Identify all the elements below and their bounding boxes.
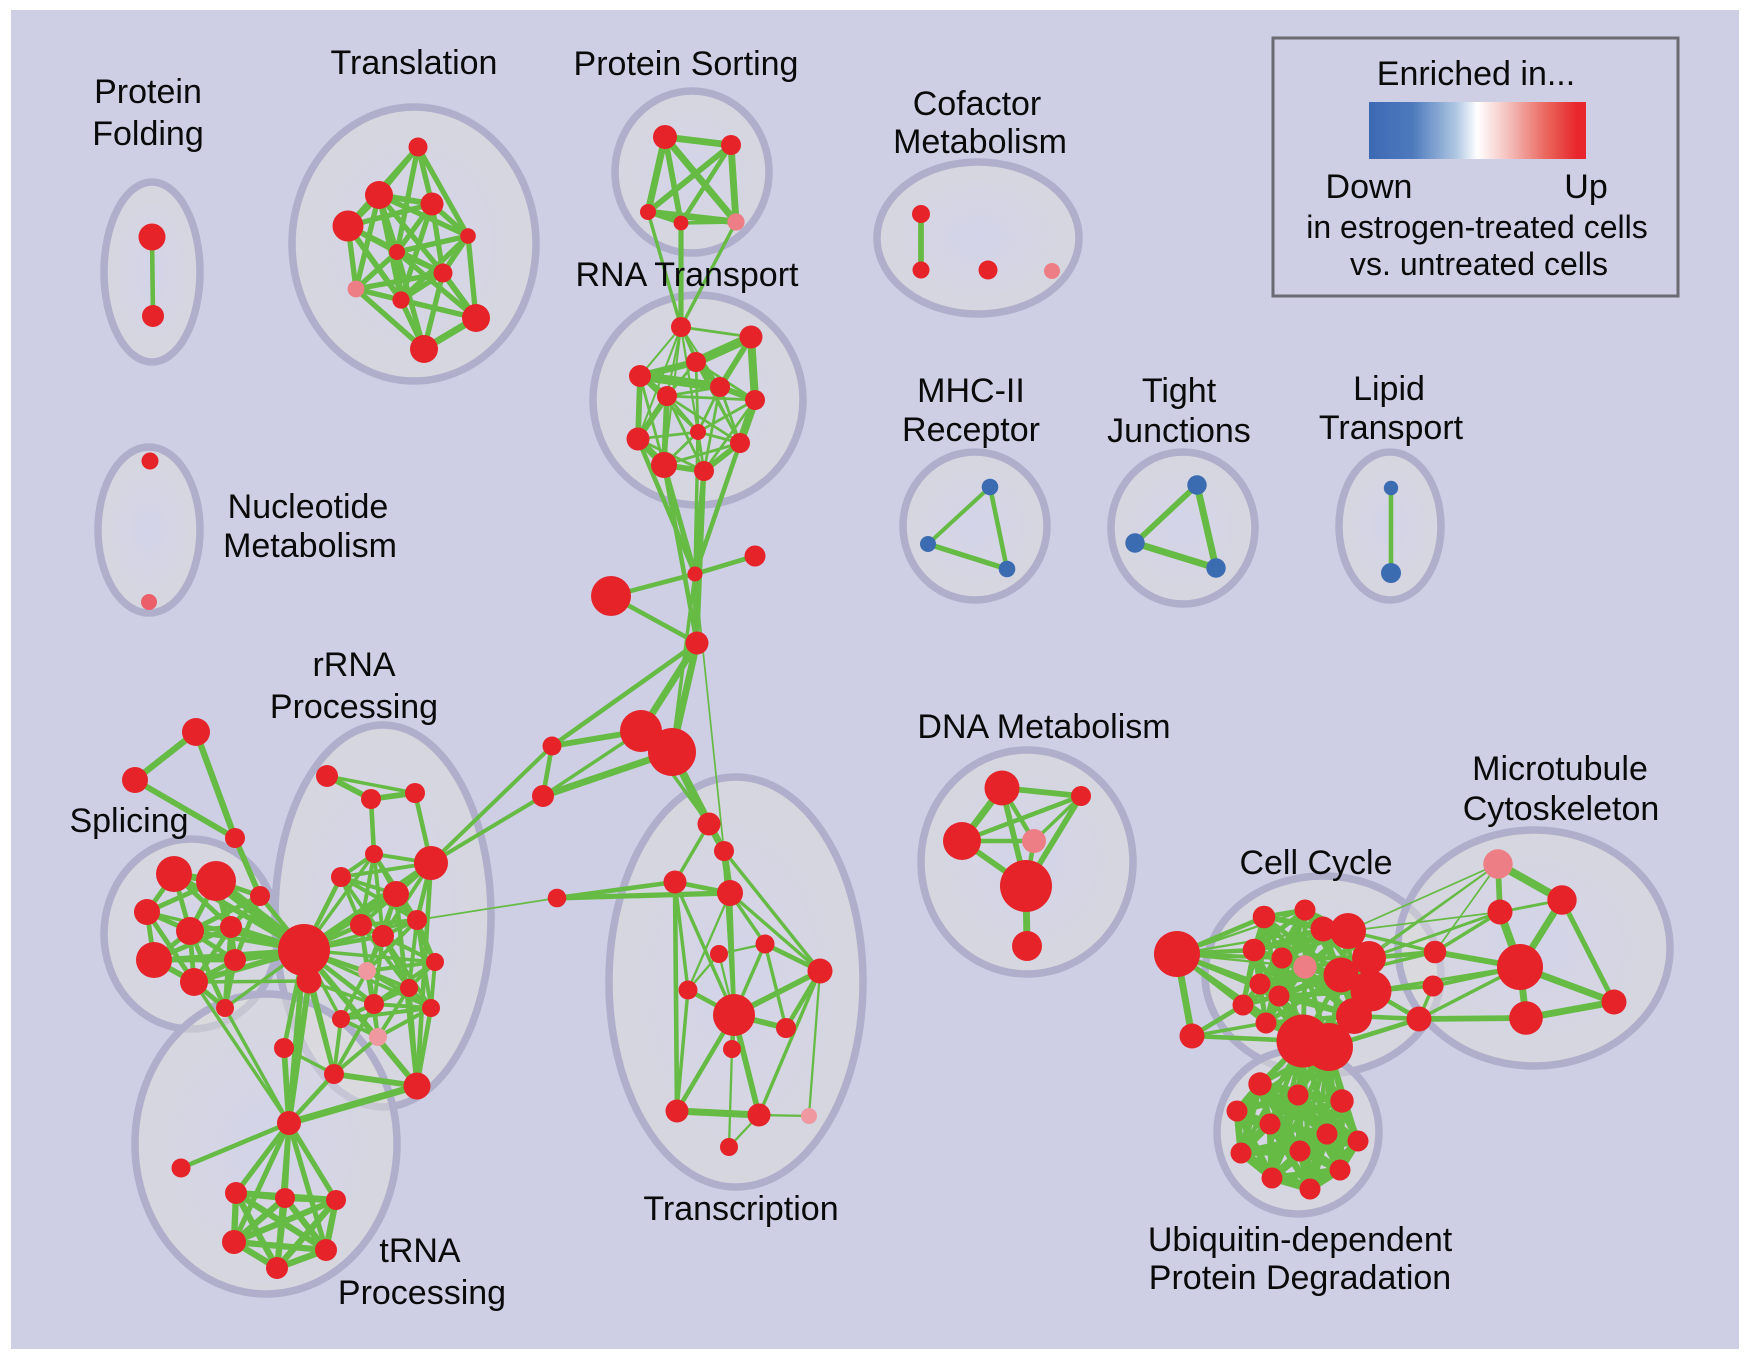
svg-text:Down: Down — [1326, 168, 1413, 206]
svg-text:Tight: Tight — [1142, 372, 1217, 410]
svg-text:Nucleotide: Nucleotide — [228, 488, 389, 526]
svg-text:Microtubule: Microtubule — [1472, 750, 1648, 788]
svg-text:Processing: Processing — [270, 688, 438, 726]
svg-text:Cofactor: Cofactor — [913, 85, 1042, 123]
svg-text:Up: Up — [1564, 168, 1607, 206]
svg-text:in estrogen-treated cells: in estrogen-treated cells — [1306, 209, 1648, 245]
svg-text:Cytoskeleton: Cytoskeleton — [1463, 790, 1660, 828]
svg-text:tRNA: tRNA — [379, 1232, 461, 1270]
svg-text:Junctions: Junctions — [1107, 412, 1251, 450]
svg-text:Ubiquitin-dependent: Ubiquitin-dependent — [1148, 1221, 1453, 1259]
svg-text:MHC-II: MHC-II — [917, 372, 1025, 410]
svg-text:DNA Metabolism: DNA Metabolism — [917, 708, 1170, 746]
svg-text:Cell Cycle: Cell Cycle — [1239, 844, 1392, 882]
svg-text:RNA Transport: RNA Transport — [576, 256, 800, 294]
svg-text:Protein: Protein — [94, 73, 202, 111]
svg-text:Metabolism: Metabolism — [893, 123, 1067, 161]
svg-text:Lipid: Lipid — [1353, 370, 1425, 408]
svg-text:Transcription: Transcription — [643, 1190, 838, 1228]
svg-text:Translation: Translation — [331, 44, 498, 82]
svg-text:vs. untreated cells: vs. untreated cells — [1350, 246, 1608, 282]
svg-text:Enriched in...: Enriched in... — [1377, 55, 1575, 93]
svg-text:Splicing: Splicing — [69, 802, 188, 840]
svg-text:Protein Sorting: Protein Sorting — [574, 45, 799, 83]
svg-text:Transport: Transport — [1319, 409, 1464, 447]
svg-text:Metabolism: Metabolism — [223, 527, 397, 565]
svg-text:Receptor: Receptor — [902, 411, 1040, 449]
svg-text:Processing: Processing — [338, 1274, 506, 1312]
svg-text:rRNA: rRNA — [312, 646, 395, 684]
svg-text:Folding: Folding — [92, 115, 204, 153]
svg-text:Protein Degradation: Protein Degradation — [1149, 1259, 1451, 1297]
